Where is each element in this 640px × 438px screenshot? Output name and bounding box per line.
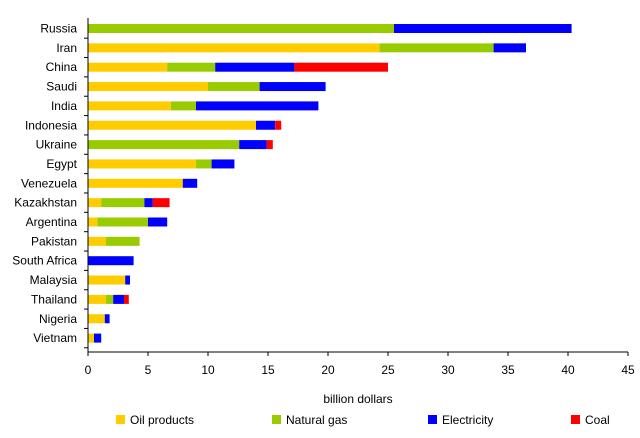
category-label: China — [46, 60, 78, 74]
x-tick-label: 45 — [621, 363, 635, 377]
legend-swatch-coal — [571, 415, 580, 424]
bar-kazakhstan-natural-gas — [101, 198, 145, 208]
category-label: India — [51, 99, 77, 113]
x-tick-label: 35 — [501, 363, 515, 377]
bar-india-oil-products — [88, 101, 171, 111]
x-tick-label: 30 — [441, 363, 455, 377]
legend: Oil products Natural gas Electricity Coal — [116, 413, 610, 427]
x-axis-title: billion dollars — [323, 392, 392, 406]
x-tick-label: 5 — [145, 363, 152, 377]
bar-indonesia-oil-products — [88, 120, 256, 130]
x-tick-label: 20 — [321, 363, 335, 377]
bar-russia-electricity — [394, 24, 572, 33]
bar-argentina-natural-gas — [97, 217, 148, 227]
category-label: Saudi — [46, 80, 77, 94]
bar-ukraine-coal — [266, 140, 273, 150]
bar-argentina-oil-products — [88, 217, 98, 227]
bar-pakistan-natural-gas — [106, 236, 140, 246]
bar-ukraine-electricity — [239, 140, 267, 150]
bar-thailand-electricity — [113, 294, 124, 304]
bar-iran-electricity — [493, 43, 526, 53]
category-label: Indonesia — [25, 118, 77, 132]
bar-russia-natural-gas — [88, 24, 394, 33]
bar-china-coal — [294, 62, 388, 72]
x-tick-label: 40 — [561, 363, 575, 377]
bar-egypt-electricity — [211, 159, 235, 169]
bar-china-natural-gas — [167, 62, 216, 72]
bar-kazakhstan-oil-products — [88, 198, 102, 208]
bar-nigeria-electricity — [104, 314, 110, 324]
x-tick-label: 15 — [261, 363, 275, 377]
bar-nigeria-oil-products — [88, 314, 105, 324]
bar-thailand-coal — [124, 294, 129, 304]
category-label: South Africa — [12, 254, 77, 268]
legend-swatch-oil-products — [116, 415, 125, 424]
bar-ukraine-natural-gas — [88, 140, 240, 150]
bar-pakistan-oil-products — [88, 236, 106, 246]
bar-iran-oil-products — [88, 43, 380, 53]
category-label: Russia — [40, 22, 77, 36]
bars-group — [88, 24, 572, 343]
bar-thailand-natural-gas — [106, 294, 114, 304]
category-label: Nigeria — [39, 312, 77, 326]
legend-label-oil-products: Oil products — [130, 413, 194, 427]
legend-label-electricity: Electricity — [442, 413, 493, 427]
bar-egypt-natural-gas — [196, 159, 212, 169]
bar-venezuela-electricity — [182, 178, 198, 188]
category-label: Venezuela — [21, 176, 77, 190]
x-tick-label: 10 — [201, 363, 215, 377]
category-label: Malaysia — [30, 273, 78, 287]
legend-swatch-electricity — [428, 415, 437, 424]
legend-label-coal: Coal — [585, 413, 610, 427]
bar-china-electricity — [215, 62, 295, 72]
bar-iran-natural-gas — [379, 43, 494, 53]
legend-swatch-natural-gas — [272, 415, 281, 424]
axes-group: Russia Iran China Saudi India Indonesia Ukrain… — [12, 18, 635, 377]
bar-thailand-oil-products — [88, 294, 106, 304]
category-label: Iran — [56, 41, 77, 55]
bar-saudi-oil-products — [88, 82, 208, 92]
bar-indonesia-electricity — [256, 120, 276, 130]
bar-saudi-natural-gas — [208, 82, 260, 92]
bar-malaysia-electricity — [125, 275, 130, 285]
bar-vietnam-electricity — [94, 333, 102, 343]
category-label: Kazakhstan — [14, 196, 77, 210]
category-label: Argentina — [26, 215, 78, 229]
bar-south-africa-electricity — [88, 256, 134, 266]
category-label: Ukraine — [36, 138, 78, 152]
x-tick-label: 0 — [85, 363, 92, 377]
category-label: Thailand — [31, 292, 77, 306]
bar-venezuela-oil-products — [88, 178, 183, 188]
bar-indonesia-coal — [275, 120, 282, 130]
x-tick-label: 25 — [381, 363, 395, 377]
category-label: Egypt — [46, 157, 77, 171]
legend-label-natural-gas: Natural gas — [286, 413, 347, 427]
bar-malaysia-oil-products — [88, 275, 126, 285]
bar-india-natural-gas — [170, 101, 196, 111]
bar-china-oil-products — [88, 62, 168, 72]
bar-argentina-electricity — [148, 217, 168, 227]
bar-india-electricity — [196, 101, 319, 111]
bar-vietnam-oil-products — [88, 333, 94, 343]
category-label: Pakistan — [31, 234, 77, 248]
category-label: Vietnam — [33, 331, 77, 345]
bar-kazakhstan-coal — [152, 198, 170, 208]
bar-kazakhstan-electricity — [144, 198, 153, 208]
bar-egypt-oil-products — [88, 159, 196, 169]
bar-saudi-electricity — [259, 82, 326, 92]
